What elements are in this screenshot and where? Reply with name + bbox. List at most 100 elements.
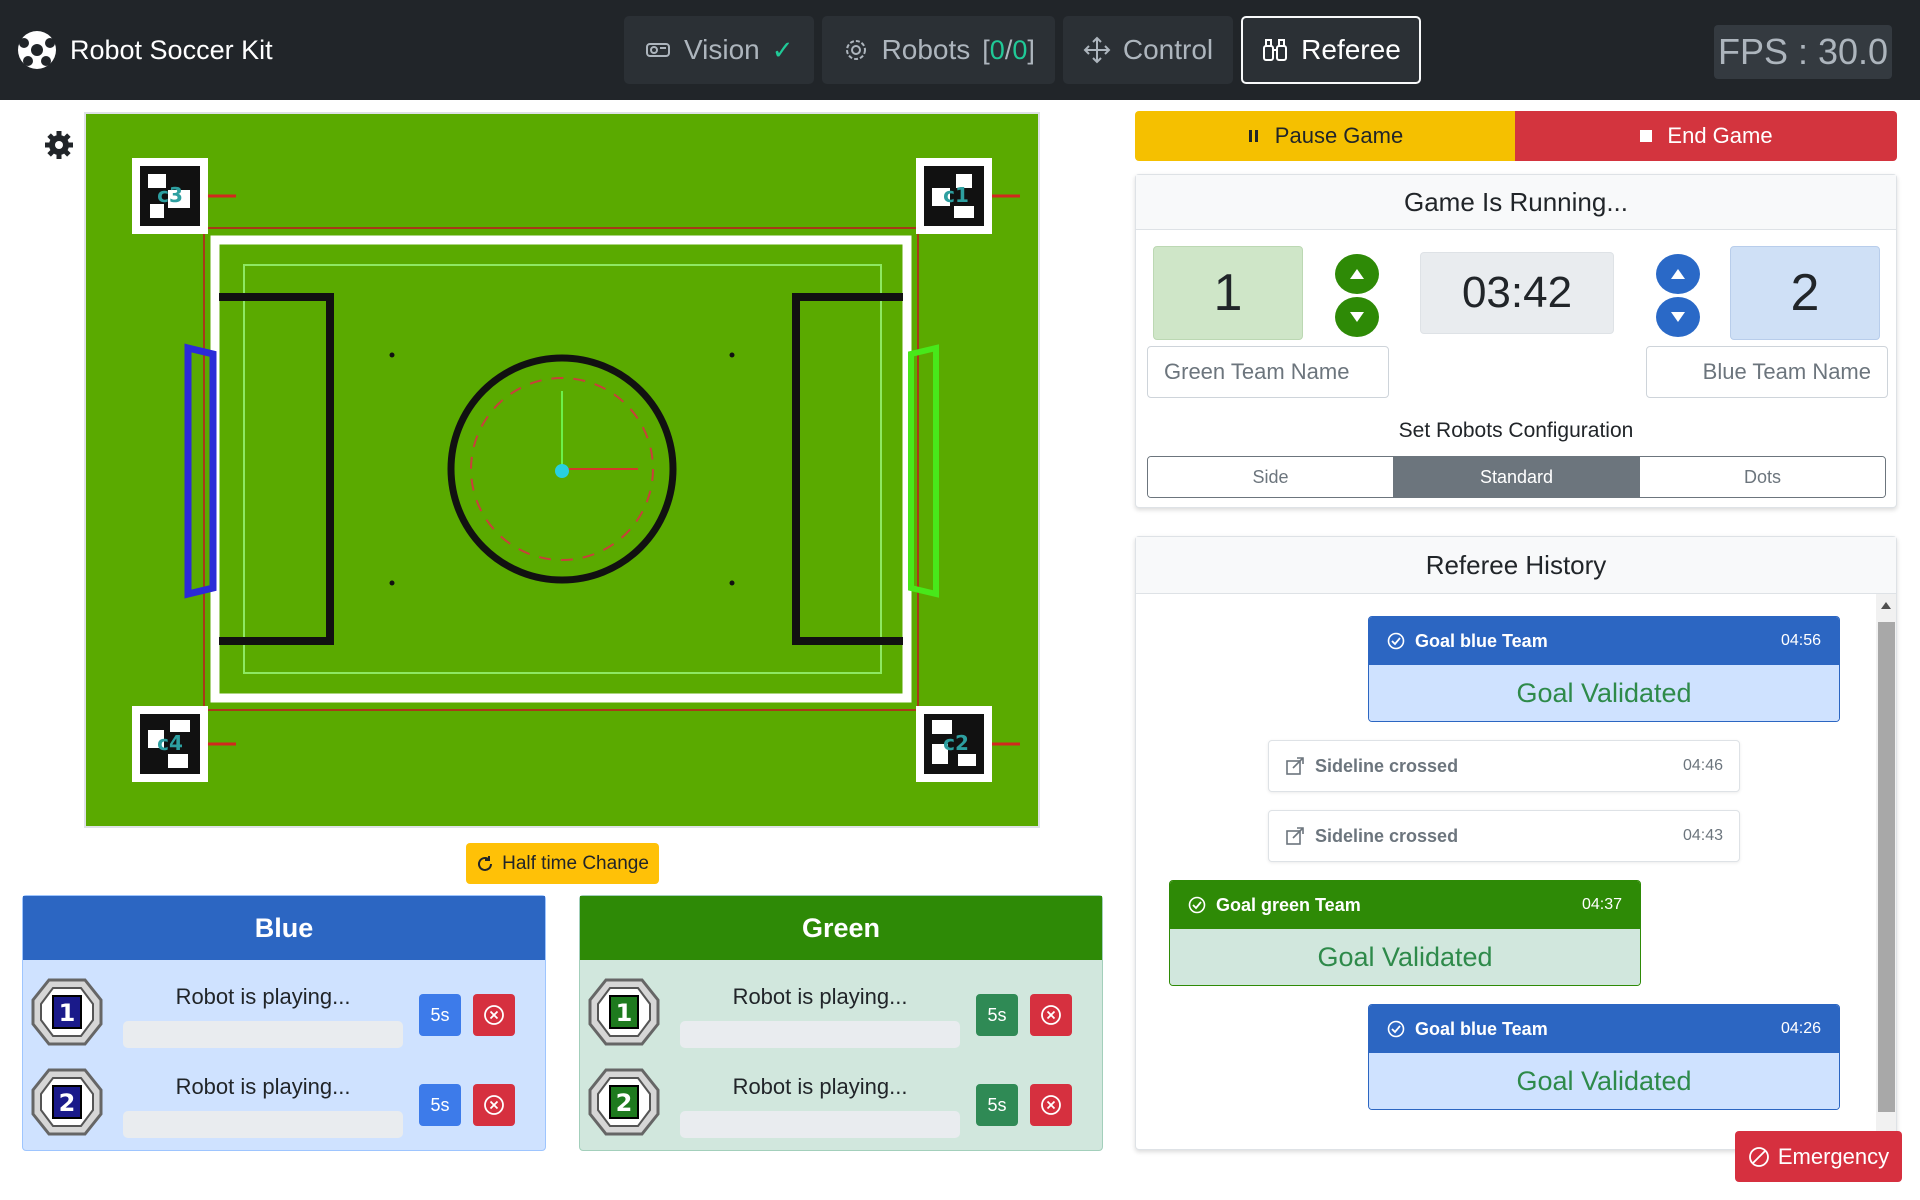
remove-robot-button[interactable]: [473, 994, 515, 1036]
history-event: Goal blue Team 04:26 Goal Validated: [1368, 1004, 1840, 1110]
game-card: Game Is Running... 1 03:42 2 Green Team …: [1135, 174, 1897, 508]
close-circle-icon: [484, 1095, 504, 1115]
blue-score-down-button[interactable]: [1656, 297, 1700, 337]
config-side-button[interactable]: Side: [1148, 457, 1394, 497]
robot-row: 2 Robot is playing... 5s: [23, 1066, 545, 1146]
robot-status: Robot is playing...: [732, 984, 908, 1009]
tab-control[interactable]: Control: [1062, 16, 1234, 84]
history-list[interactable]: Goal blue Team 04:56 Goal Validated Side…: [1136, 594, 1896, 1150]
tab-robots-label: Robots: [881, 34, 971, 65]
svg-text:2: 2: [59, 1089, 76, 1117]
robot-icon: 1: [31, 978, 103, 1046]
move-arrows-icon: [1083, 36, 1111, 64]
half-time-label: Half time Change: [502, 852, 649, 874]
robot-icon: 1: [588, 978, 660, 1046]
event-result: Goal Validated: [1369, 665, 1839, 721]
green-score-up-button[interactable]: [1335, 254, 1379, 294]
settings-gear-icon[interactable]: [44, 130, 74, 160]
tab-vision-label: Vision: [684, 34, 760, 65]
caret-down-icon: [1350, 312, 1364, 322]
blue-score-up-button[interactable]: [1656, 254, 1700, 294]
event-result: Goal Validated: [1170, 929, 1640, 985]
history-event: Goal green Team 04:37 Goal Validated: [1169, 880, 1641, 986]
robot-progress-bar: [680, 1021, 960, 1048]
event-time: 04:26: [1780, 1020, 1821, 1037]
svg-text:2: 2: [616, 1089, 633, 1117]
event-result: Goal Validated: [1369, 1053, 1839, 1109]
end-game-label: End Game: [1667, 123, 1773, 148]
tab-referee[interactable]: Referee: [1241, 16, 1421, 84]
game-timer: 03:42: [1420, 252, 1614, 334]
event-time: 04:56: [1780, 632, 1821, 649]
event-title: Goal green Team: [1216, 894, 1361, 915]
history-scrollbar-thumb[interactable]: [1878, 622, 1895, 1112]
robots-count: [0/0]: [982, 34, 1035, 65]
event-title: Sideline crossed: [1315, 755, 1459, 776]
svg-text:1: 1: [59, 999, 76, 1027]
robot-progress-bar: [680, 1111, 960, 1138]
check-circle-icon: [1387, 1020, 1405, 1038]
remove-robot-button[interactable]: [1030, 994, 1072, 1036]
robot-row: 1 Robot is playing... 5s: [23, 976, 545, 1056]
tab-vision[interactable]: Vision ✓: [624, 16, 814, 84]
pause-icon: [1248, 130, 1258, 142]
end-game-button[interactable]: End Game: [1515, 111, 1897, 161]
penalty-5s-button[interactable]: 5s: [976, 1084, 1018, 1126]
close-circle-icon: [484, 1005, 504, 1025]
caret-down-icon: [1671, 312, 1685, 322]
referee-history: Referee History Goal blue Team 04:56 Goa…: [1135, 536, 1897, 1150]
config-selector: Side Standard Dots: [1147, 456, 1886, 498]
history-title: Referee History: [1136, 537, 1896, 594]
green-team-name-input[interactable]: Green Team Name: [1147, 346, 1389, 398]
remove-robot-button[interactable]: [473, 1084, 515, 1126]
penalty-5s-button[interactable]: 5s: [419, 1084, 461, 1126]
history-event: Goal blue Team 04:56 Goal Validated: [1368, 616, 1840, 722]
field-svg: c3 c1 c4 c2: [86, 114, 1038, 826]
external-link-icon: [1286, 827, 1304, 845]
check-circle-icon: [1387, 632, 1405, 650]
remove-robot-button[interactable]: [1030, 1084, 1072, 1126]
penalty-5s-button[interactable]: 5s: [976, 994, 1018, 1036]
caret-up-icon: [1350, 269, 1364, 279]
marker-c4: c4: [132, 706, 236, 782]
svg-text:c1: c1: [943, 183, 969, 207]
binoculars-icon: [1263, 39, 1288, 61]
blue-team-name-input[interactable]: Blue Team Name: [1646, 346, 1888, 398]
stop-icon: [1640, 130, 1653, 142]
svg-text:c2: c2: [943, 731, 969, 755]
robot-icon: 2: [588, 1068, 660, 1136]
scroll-up-arrow-icon[interactable]: [1881, 602, 1891, 609]
app-title: Robot Soccer Kit: [70, 34, 273, 65]
history-event: Sideline crossed 04:46: [1268, 740, 1740, 792]
event-time: 04:43: [1682, 827, 1723, 844]
caret-up-icon: [1671, 269, 1685, 279]
team-title-blue: Blue: [23, 896, 545, 960]
robot-status: Robot is playing...: [175, 984, 351, 1009]
game-status: Game Is Running...: [1136, 175, 1896, 230]
config-standard-button[interactable]: Standard: [1394, 457, 1640, 497]
robot-status: Robot is playing...: [175, 1074, 351, 1099]
field-view[interactable]: c3 c1 c4 c2: [84, 112, 1040, 828]
robot-row: 2 Robot is playing... 5s: [580, 1066, 1102, 1146]
half-time-change-button[interactable]: Half time Change: [466, 843, 659, 884]
event-time: 04:46: [1682, 757, 1723, 774]
penalty-5s-button[interactable]: 5s: [419, 994, 461, 1036]
emergency-button[interactable]: Emergency: [1735, 1131, 1902, 1182]
tab-robots[interactable]: Robots [0/0]: [821, 16, 1055, 84]
refresh-icon: [478, 855, 493, 871]
nav-tabs: Vision ✓ Robots [0/0] Control Referee: [624, 16, 1421, 84]
marker-c2: c2: [916, 706, 1020, 782]
robot-row: 1 Robot is playing... 5s: [580, 976, 1102, 1056]
fps-counter: FPS : 30.0: [1714, 25, 1892, 79]
brand[interactable]: Robot Soccer Kit: [16, 28, 273, 72]
pause-game-label: Pause Game: [1274, 123, 1404, 148]
tab-referee-label: Referee: [1301, 34, 1401, 65]
config-dots-button[interactable]: Dots: [1640, 457, 1885, 497]
navbar: Robot Soccer Kit Vision ✓ Robots [0/0] C…: [0, 0, 1920, 100]
robot-progress-bar: [123, 1021, 403, 1048]
tab-control-label: Control: [1122, 34, 1214, 65]
green-score-down-button[interactable]: [1335, 297, 1379, 337]
event-time: 04:37: [1581, 896, 1622, 913]
blue-score: 2: [1730, 246, 1880, 340]
pause-game-button[interactable]: Pause Game: [1135, 111, 1515, 161]
